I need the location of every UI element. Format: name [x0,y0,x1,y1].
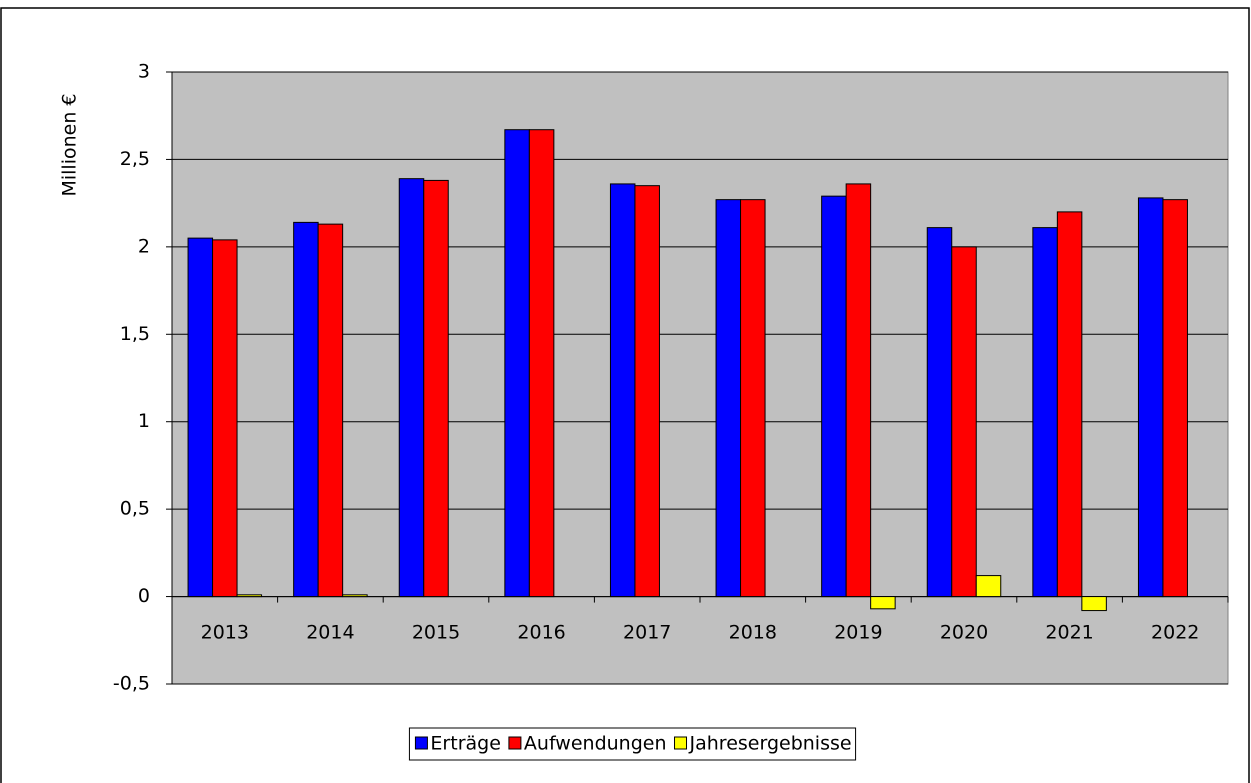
bar [1056,211,1083,598]
x-tick-label: 2015 [412,622,460,644]
bar [975,575,1002,598]
legend-label: Aufwendungen [524,733,667,755]
bar [926,227,953,598]
bar [845,183,872,598]
y-tick-label: 1,5 [120,323,150,345]
legend-label: Jahresergebnisse [689,733,852,755]
bar [951,246,977,598]
bar [1032,227,1058,598]
bar [212,239,238,598]
x-tick-label: 2022 [1151,622,1199,644]
bar [1162,199,1188,598]
bar [236,594,263,598]
bar [1081,596,1107,612]
bar [715,199,742,598]
legend: Erträge Aufwendungen Jahresergebnisse [408,727,857,761]
bar [504,129,530,598]
bar [870,596,896,610]
x-tick-label: 2017 [623,622,671,644]
y-axis-title: Millionen € [59,93,81,196]
x-tick-label: 2016 [517,622,565,644]
bar [293,221,319,598]
y-tick-label: 0 [138,585,150,607]
x-tick-label: 2021 [1045,622,1093,644]
y-tick-label: -0,5 [113,673,150,695]
bar [423,179,449,598]
bar [342,594,368,598]
bar [634,185,660,598]
bar [528,129,555,598]
y-tick-label: 3 [138,61,150,83]
bar [187,237,214,598]
bar [821,195,847,598]
y-tick-label: 2,5 [120,148,150,170]
bar [1137,197,1164,598]
x-tick-label: 2013 [201,622,249,644]
y-tick-label: 1 [138,410,150,432]
x-tick-label: 2019 [834,622,882,644]
legend-swatch [674,736,688,750]
bar [398,178,425,598]
x-tick-label: 2020 [940,622,988,644]
x-tick-label: 2014 [306,622,354,644]
legend-label: Erträge [430,733,500,755]
legend-swatch [414,736,428,750]
bar [609,183,636,598]
bar [740,199,766,598]
legend-swatch [508,736,522,750]
x-tick-label: 2018 [729,622,777,644]
legend-frame [408,727,857,761]
y-tick-label: 0,5 [120,498,150,520]
y-tick-label: 2 [138,235,150,257]
bar [317,223,344,598]
